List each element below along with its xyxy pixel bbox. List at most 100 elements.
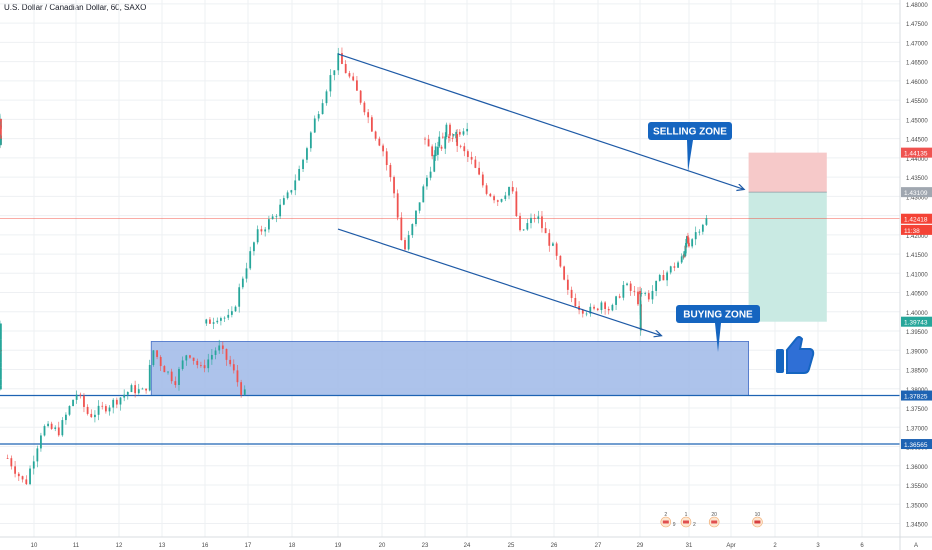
candle-body	[437, 146, 439, 155]
candle-body	[216, 320, 219, 323]
candle-body	[463, 146, 466, 152]
price-label-target	[901, 316, 932, 327]
candle-body	[148, 364, 151, 391]
channel-line	[337, 228, 662, 336]
candle-body	[207, 359, 210, 369]
candle-body	[618, 296, 621, 298]
y-tick-label: 1.35000	[906, 503, 928, 509]
stop-loss-zone	[748, 152, 827, 193]
candle-body	[317, 114, 320, 119]
candle-body	[687, 238, 690, 243]
event-count: 2	[664, 512, 667, 518]
x-tick-label: 13	[159, 543, 166, 549]
candle-body	[400, 217, 403, 241]
candle-body	[418, 202, 421, 211]
candle-body	[65, 414, 67, 421]
price-axis[interactable]: 1.48000 1.47500 1.47000 1.46500 1.46000 1.455…	[899, 0, 932, 550]
economic-event-flag-icon: 29	[660, 512, 676, 528]
candle-body	[302, 159, 304, 170]
annotations	[337, 53, 744, 336]
x-tick-label: 25	[508, 543, 515, 549]
y-tick-label: 1.37000	[906, 426, 928, 432]
event-after: 9	[673, 522, 676, 528]
candle-body	[10, 458, 13, 467]
candle-body	[341, 53, 343, 64]
candle-body	[626, 283, 628, 285]
candle-body	[544, 228, 547, 234]
chart-title: U.S. Dollar / Canadian Dollar, 60, SAXO	[4, 3, 147, 12]
x-tick-label: 18	[289, 543, 296, 549]
candle-body	[519, 216, 521, 231]
candle-body	[622, 284, 625, 298]
candle-body	[313, 118, 316, 133]
candle-body	[203, 365, 206, 369]
candle-body	[581, 310, 584, 314]
candle-body	[691, 239, 694, 247]
candle-body	[90, 413, 93, 418]
candle-body	[385, 151, 388, 166]
y-tick-label: 1.45500	[906, 99, 928, 105]
candle-body	[0, 125, 2, 140]
buying-zone-callout: BUYING ZONE	[676, 305, 760, 352]
y-tick-label: 1.42000	[906, 234, 928, 240]
candle-body	[637, 291, 639, 305]
candle-body	[241, 278, 244, 288]
candle-body	[429, 171, 432, 178]
price-label-countdown	[901, 224, 932, 235]
price-label-current	[901, 213, 932, 224]
candle-body	[504, 195, 507, 200]
x-tick-label: 19	[335, 543, 342, 549]
price-label-entry	[901, 187, 932, 198]
candle-body	[647, 293, 650, 300]
candle-body	[474, 159, 477, 168]
candle-body	[485, 185, 488, 194]
candle-body	[574, 297, 577, 307]
candle-body	[253, 242, 255, 252]
candle-body	[0, 367, 2, 380]
candle-body	[152, 350, 155, 365]
candle-body	[411, 224, 414, 236]
candle-body	[0, 385, 2, 390]
event-count: 10	[755, 512, 761, 518]
candle-body	[658, 274, 661, 281]
buying-zone-callout-text: BUYING ZONE	[683, 310, 753, 321]
candle-body	[669, 266, 672, 273]
candle-body	[481, 174, 484, 186]
x-tick-label: Apr	[726, 543, 735, 549]
candle-body	[452, 134, 455, 136]
thumb-cuff	[776, 349, 784, 373]
candle-body	[167, 371, 169, 373]
candle-body	[424, 138, 426, 140]
economic-event-flag-icon: 12	[680, 512, 696, 528]
candle-body	[232, 364, 235, 371]
time-axis[interactable]: 10 11 12 13 16 17 18 19 20 23 24 25 26 27 29 31 Apr 2 3 6 A	[0, 536, 932, 549]
candle-body	[75, 394, 78, 400]
candle-body	[615, 296, 617, 305]
candle-body	[227, 314, 230, 318]
y-tick-label: 1.44000	[906, 157, 928, 163]
candle-body	[329, 75, 332, 92]
x-tick-label: 29	[637, 543, 644, 549]
candle-body	[101, 405, 104, 407]
event-flag	[711, 520, 718, 524]
levels	[0, 218, 900, 445]
event-count: 1	[685, 512, 688, 518]
candle-body	[79, 394, 82, 396]
candle-body	[0, 138, 2, 144]
candle-body	[0, 365, 2, 368]
candle-body	[0, 352, 2, 363]
candle-body	[456, 134, 459, 146]
candle-body	[662, 274, 665, 281]
buying-zone-callout-tail	[715, 323, 721, 352]
candle-body	[21, 476, 24, 480]
candle-body	[210, 354, 213, 360]
candle-body	[325, 91, 328, 104]
event-after: 2	[693, 522, 696, 528]
candle-body	[396, 193, 399, 218]
x-tick-label: 3	[816, 543, 820, 549]
candle-body	[192, 357, 195, 361]
candle-body	[234, 306, 237, 312]
candle-body	[431, 146, 434, 157]
